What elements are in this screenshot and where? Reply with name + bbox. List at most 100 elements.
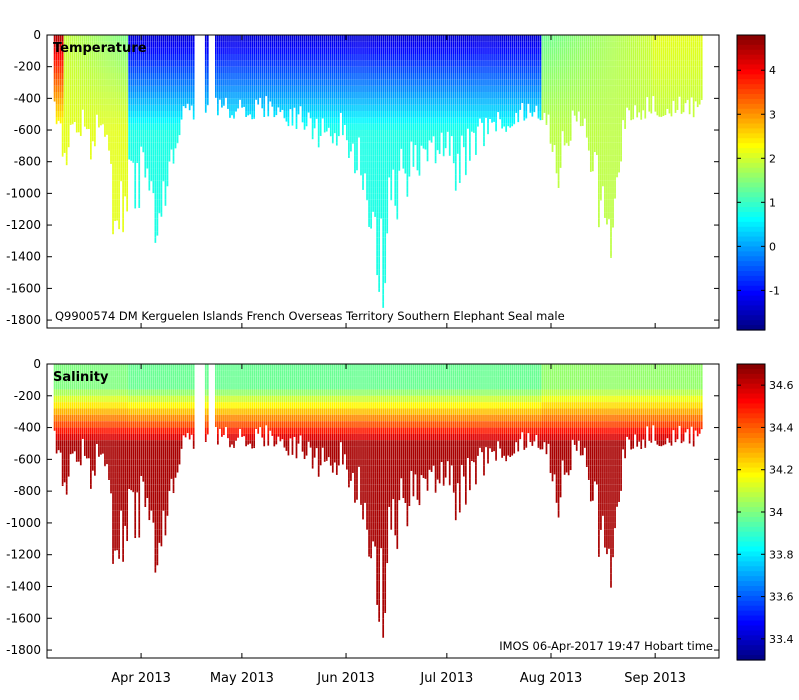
profile-segment [291,79,294,86]
profile-segment [116,136,118,143]
profile [313,35,316,129]
profile-segment [499,41,501,48]
profile-segment [130,85,133,93]
profile-segment [71,111,74,118]
profile-segment [362,41,364,48]
profile-segment [489,104,491,112]
profile-segment [456,98,459,105]
profile-segment [231,47,233,55]
profile-segment [555,66,558,74]
profile-segment [525,60,528,67]
profile-segment [491,92,493,99]
profile-segment [406,117,409,124]
profile-segment [366,130,368,137]
profile-segment [579,92,582,99]
profile [335,35,338,146]
profile-segment [388,155,391,162]
profile-segment [356,41,358,48]
profile [261,35,264,109]
profile-segment [481,41,483,48]
profile-segment [75,73,78,80]
profile-segment [61,60,64,67]
profile-segment [557,180,560,188]
profile-segment [422,54,425,61]
profile-segment [462,111,465,118]
profile-segment [259,66,262,74]
profile-segment [166,117,169,124]
profile-segment [311,92,314,99]
profile-segment [527,92,530,99]
profile-segment [247,111,249,116]
profile-segment [112,66,114,74]
profile-segment [464,73,467,80]
profile-segment [134,85,137,93]
profile-segment [329,117,332,124]
profile-segment [469,123,471,131]
profile-segment [283,35,286,42]
profile-segment [255,35,258,42]
profile-segment [79,123,82,131]
profile-segment [237,66,239,74]
profile-segment [555,149,558,156]
profile-segment [569,136,572,141]
profile-segment [168,149,171,156]
profile-segment [386,149,389,156]
profile-segment [434,149,437,156]
profile-segment [380,123,383,131]
profile-segment [287,98,290,105]
profile-segment [372,47,374,55]
profile-segment [467,60,469,67]
profile-segment [305,66,308,74]
profile-segment [374,161,376,169]
profile-segment [571,85,574,93]
profile [321,35,324,119]
profile-segment [335,66,338,74]
profile-segment [57,41,60,48]
profile-segment [418,130,421,137]
profile-segment [337,130,340,137]
profile-segment [342,79,344,86]
profile [368,35,370,227]
profile-segment [186,47,189,55]
profile-segment [170,54,173,61]
profile-segment [505,111,508,118]
profile-segment [122,136,124,143]
profile-segment [376,212,378,219]
profile-segment [493,47,495,55]
profile-segment [251,104,253,112]
profile-segment [273,41,276,48]
profile-segment [527,98,530,104]
profile-segment [422,41,425,48]
profile-segment [537,35,540,42]
profile-segment [485,35,487,42]
profile-segment [537,54,540,61]
profile-segment [65,79,68,86]
profile-segment [73,54,76,61]
profile-segment [55,35,58,42]
profile-segment [448,104,451,112]
profile-segment [370,168,372,175]
profile-segment [523,66,526,74]
profile-segment [440,130,443,133]
profile-segment [150,41,153,48]
profile-segment [319,35,322,42]
profile-segment [394,161,397,169]
profile-segment [87,98,90,105]
profile-segment [162,136,165,143]
profile-segment [529,85,532,93]
profile-segment [567,104,570,112]
profile-segment [358,123,360,131]
profile-segment [600,35,602,42]
profile-segment [452,123,455,131]
profile-segment [156,161,159,169]
profile-segment [434,130,437,137]
profile-segment [555,161,558,169]
profile-segment [444,136,447,143]
profile-segment [464,60,467,67]
profile-segment [106,54,108,61]
profile-segment [591,130,594,137]
profile-segment [327,85,330,93]
profile-segment [263,66,266,74]
profile-segment [469,104,471,112]
profile-segment [414,92,417,99]
